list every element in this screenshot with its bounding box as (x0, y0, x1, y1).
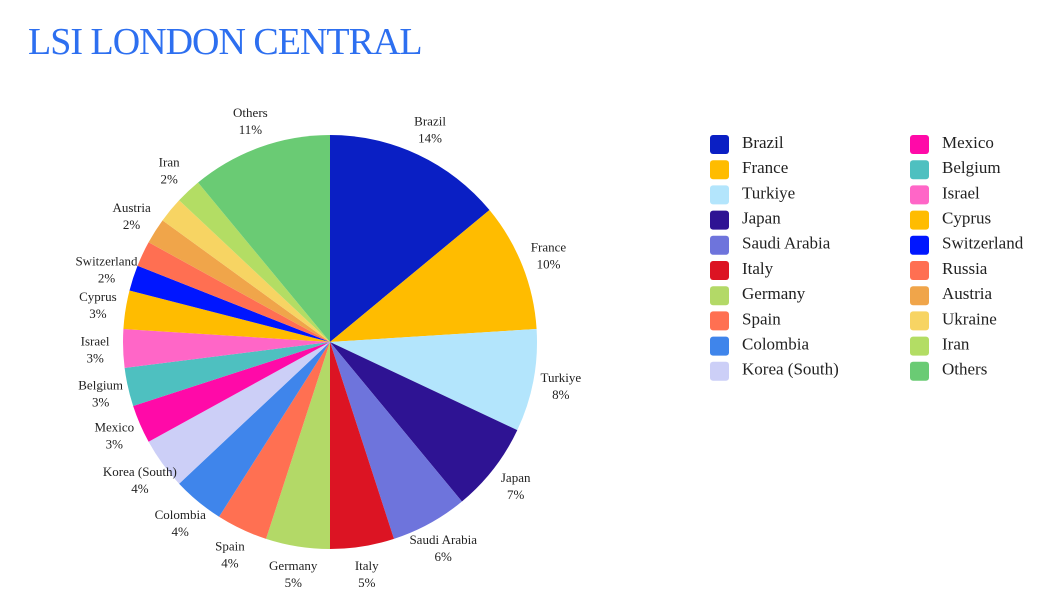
legend-label: Germany (742, 284, 806, 303)
legend-label: Turkiye (742, 183, 795, 202)
legend-label: Belgium (942, 158, 1001, 177)
pie-slice (330, 135, 490, 342)
slice-label: Iran (159, 155, 180, 170)
slice-label: Others (233, 105, 268, 120)
pie-slice (266, 342, 330, 549)
slice-value-label: 8% (552, 387, 570, 402)
pie-slice (133, 342, 330, 442)
legend-label: Japan (742, 209, 781, 228)
legend-label: Spain (742, 309, 781, 328)
legend-label: Cyprus (942, 209, 991, 228)
slice-value-label: 4% (172, 524, 190, 539)
slice-value-label: 10% (537, 256, 561, 271)
slice-label: Cyprus (79, 289, 117, 304)
pie-slice (162, 200, 330, 342)
legend-swatch (910, 311, 929, 331)
legend-swatch (710, 286, 729, 306)
slice-value-label: 3% (106, 436, 124, 451)
legend-label: Austria (942, 284, 993, 303)
pie-slice (219, 342, 330, 539)
slice-label: France (531, 239, 567, 254)
pie-slice (179, 342, 330, 517)
legend-swatch (710, 336, 729, 356)
legend-swatch (710, 235, 729, 255)
slice-value-label: 4% (221, 556, 239, 571)
pie-slice (123, 290, 330, 342)
slice-label: Israel (81, 333, 110, 348)
slice-label: Mexico (94, 419, 134, 434)
pie-slice (137, 242, 330, 342)
legend-label: Switzerland (942, 234, 1024, 253)
legend-label: Italy (742, 259, 774, 278)
pie-slice (330, 342, 462, 539)
pie-slice (123, 329, 331, 368)
pie-slice (124, 342, 330, 406)
legend-swatch (910, 286, 929, 306)
legend-label: Colombia (742, 335, 810, 354)
slice-label: Brazil (414, 113, 446, 128)
legend-label: Brazil (742, 133, 784, 152)
legend-label: Korea (South) (742, 360, 839, 379)
pie-slice (129, 265, 330, 342)
legend-label: Mexico (942, 133, 994, 152)
legend-swatch (710, 210, 729, 230)
legend-swatch (710, 311, 729, 331)
slice-value-label: 7% (507, 487, 525, 502)
pie-slice (330, 210, 537, 342)
legend-label: Iran (942, 335, 970, 354)
pie-slice (330, 342, 394, 549)
legend-swatch (910, 210, 929, 230)
legend-swatch (910, 361, 929, 381)
slice-label: Korea (South) (103, 464, 177, 479)
legend-swatch (710, 261, 729, 280)
slice-value-label: 3% (89, 306, 107, 321)
legend-label: Ukraine (942, 309, 997, 328)
pie-slice (148, 342, 330, 484)
legend-label: Others (942, 360, 987, 379)
legend-swatch (710, 185, 729, 205)
pie-slice (179, 182, 330, 342)
legend-swatch (910, 135, 929, 154)
slice-value-label: 5% (358, 575, 376, 590)
slice-value-label: 3% (92, 394, 110, 409)
legend-label: Israel (942, 183, 980, 202)
slice-value-label: 14% (418, 130, 442, 145)
slice-value-label: 5% (285, 575, 303, 590)
legend-swatch (710, 160, 729, 180)
slice-label: Saudi Arabia (409, 532, 477, 547)
legend-swatch (910, 185, 929, 205)
slice-value-label: 4% (131, 481, 149, 496)
slice-label: Japan (501, 470, 531, 485)
slice-value-label: 2% (98, 270, 116, 285)
slice-value-label: 2% (123, 217, 141, 232)
pie-slice (198, 135, 330, 342)
legend-swatch (910, 160, 929, 180)
slice-label: Germany (269, 558, 318, 573)
legend-label: Saudi Arabia (742, 234, 831, 253)
slice-label: Turkiye (540, 370, 581, 385)
chart-title: LSI LONDON CENTRAL (28, 21, 422, 63)
pie-slice (330, 329, 538, 431)
pie-slice (330, 342, 518, 502)
pie-slice (148, 220, 330, 342)
slice-label: Spain (215, 539, 245, 554)
slice-value-label: 3% (86, 350, 104, 365)
legend-swatch (710, 361, 729, 381)
legend-swatch (910, 235, 929, 255)
legend-swatch (910, 336, 929, 356)
slice-label: Switzerland (75, 253, 138, 268)
slice-value-label: 6% (435, 549, 453, 564)
slice-value-label: 11% (239, 122, 263, 137)
legend-swatch (710, 135, 729, 154)
slice-label: Austria (112, 200, 151, 215)
legend-label: France (742, 158, 788, 177)
slice-label: Belgium (78, 377, 123, 392)
slice-label: Italy (355, 558, 379, 573)
legend-swatch (910, 261, 929, 280)
legend-label: Russia (942, 259, 988, 278)
slice-label: Colombia (155, 507, 207, 522)
slice-value-label: 2% (160, 172, 178, 187)
